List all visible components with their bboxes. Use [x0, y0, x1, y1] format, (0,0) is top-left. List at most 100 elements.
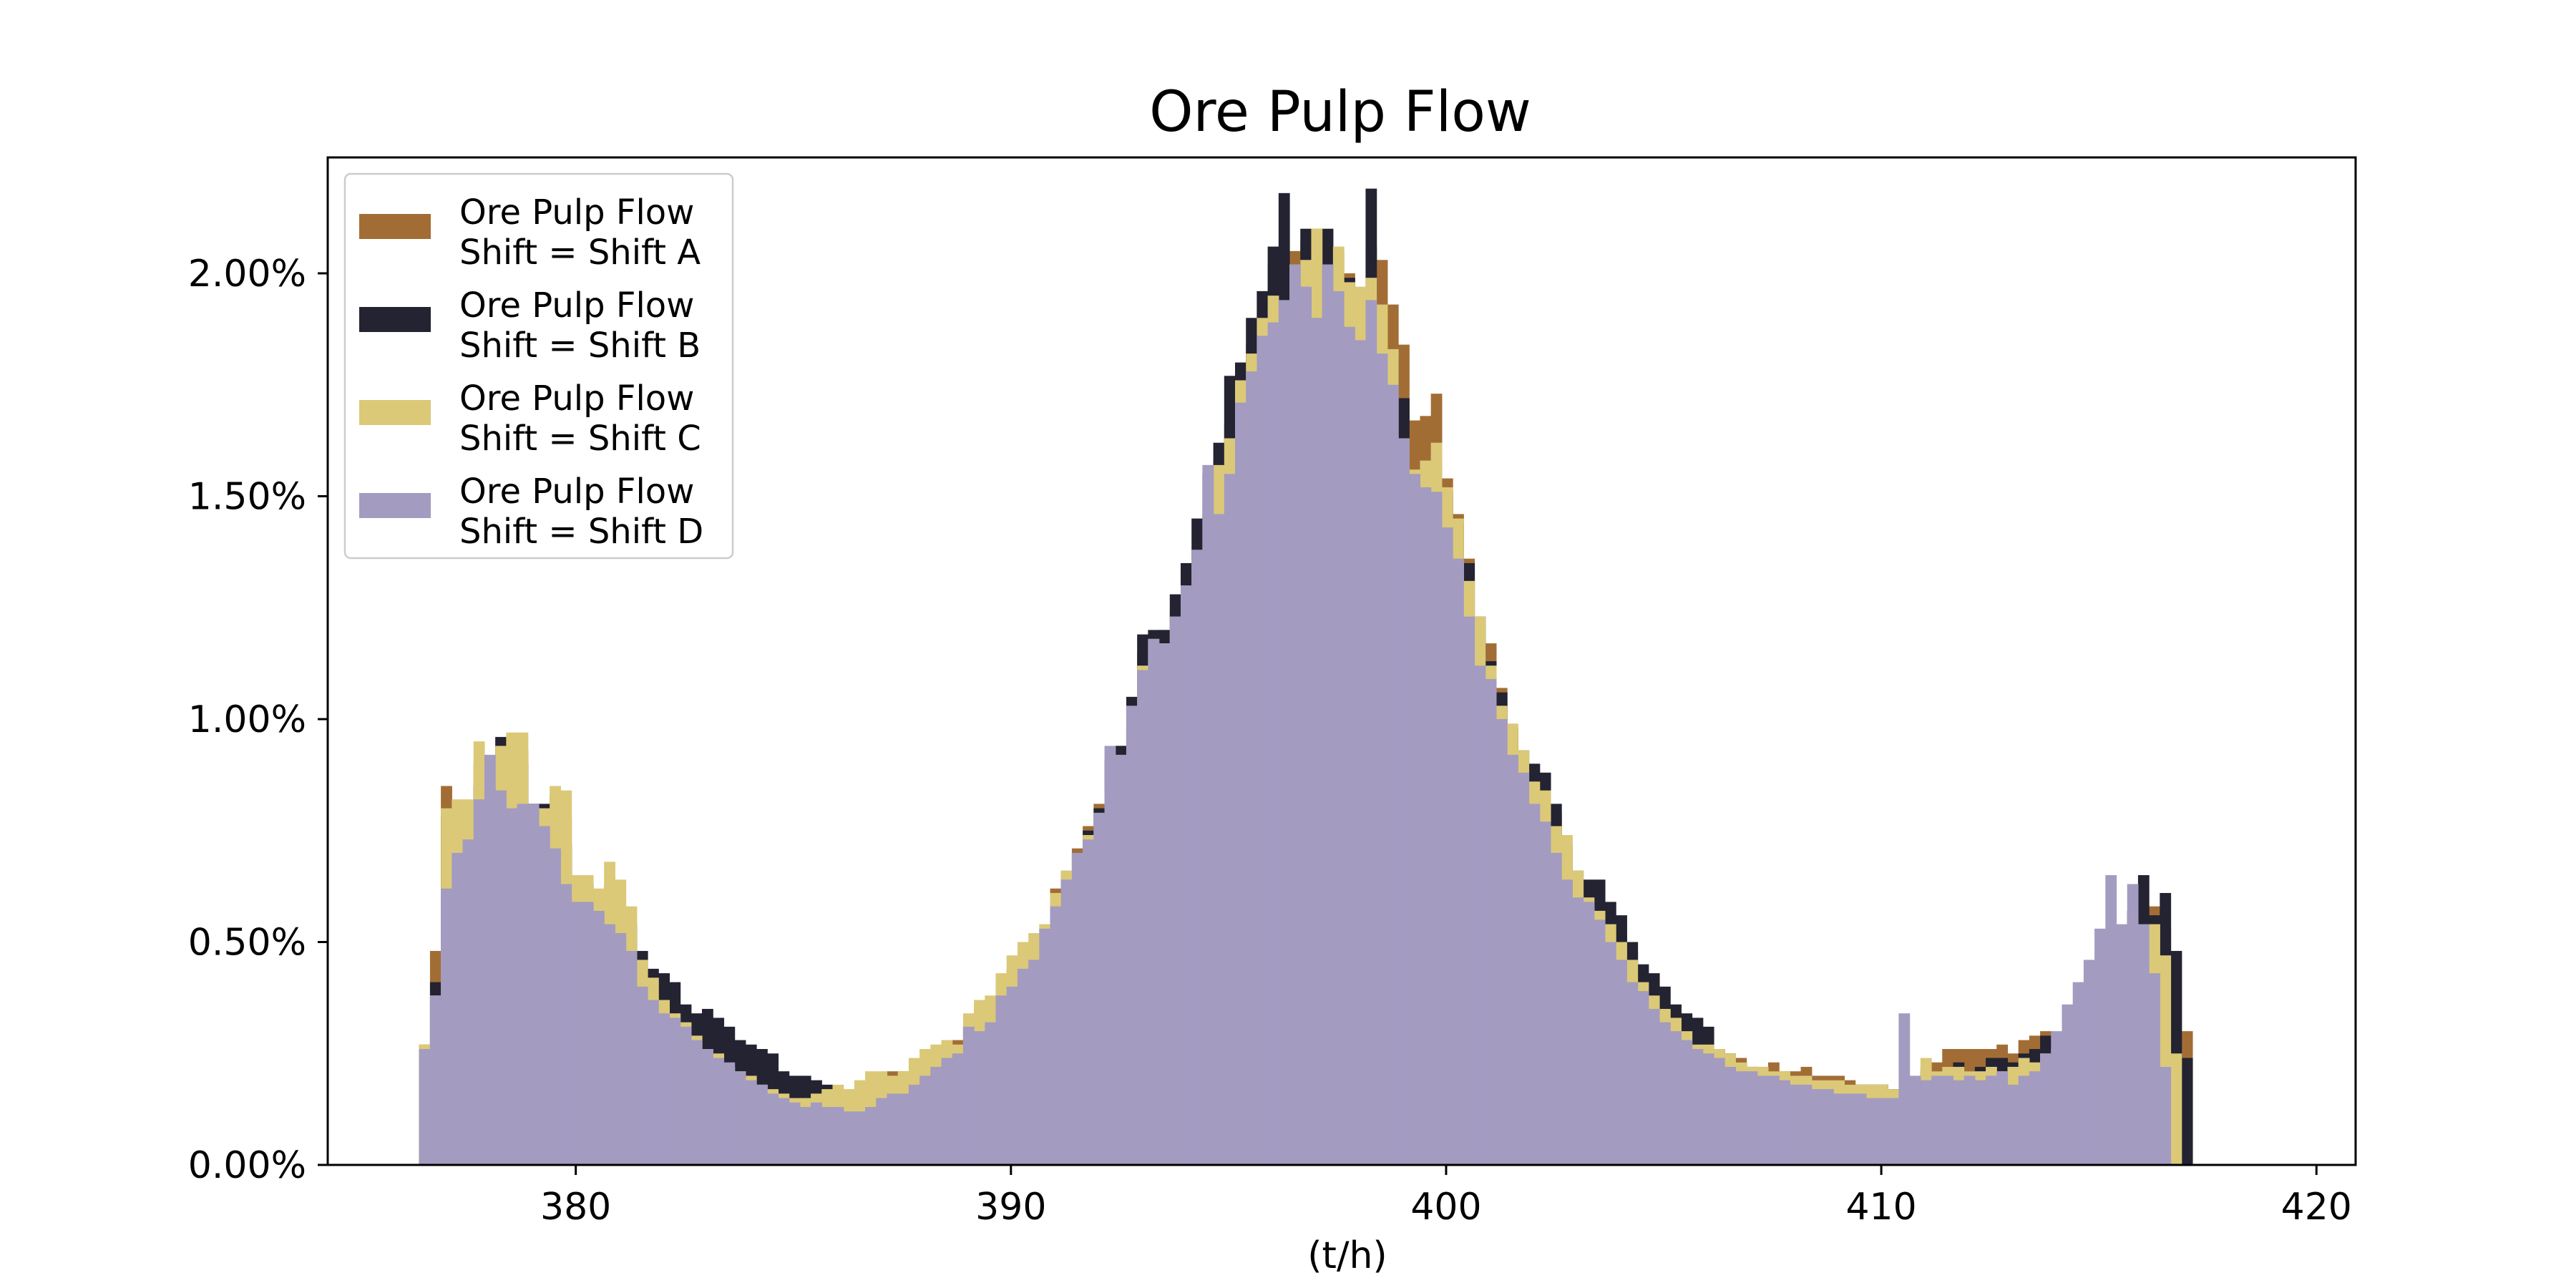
y-tick-label: 2.00%: [188, 253, 306, 296]
bar: [1463, 616, 1475, 1165]
bar: [1322, 264, 1334, 1165]
x-tick-label: 380: [540, 1186, 611, 1229]
bar: [1420, 487, 1432, 1165]
bar: [1180, 585, 1192, 1165]
bar: [1779, 1080, 1790, 1165]
bar: [1767, 1075, 1780, 1165]
bar: [1398, 438, 1410, 1165]
legend-label: Ore Pulp Flow: [459, 472, 694, 512]
bar: [734, 1071, 746, 1165]
bar: [1093, 812, 1106, 1165]
bar: [985, 1022, 997, 1165]
legend-label: Shift = Shift B: [459, 326, 701, 366]
bar: [1670, 1031, 1682, 1165]
bar: [2170, 1053, 2182, 1165]
bar: [1637, 991, 1649, 1165]
bar: [2105, 875, 2117, 1165]
bar: [1246, 371, 1258, 1165]
bar: [484, 754, 496, 1165]
bar: [2149, 973, 2160, 1165]
bar: [1289, 264, 1301, 1165]
legend-swatch: [359, 400, 431, 425]
bar: [2018, 1075, 2030, 1165]
axes: 380 390 400 410 420 0.00% 0.50% 1.00% 1.50% 2.00%: [188, 253, 2352, 1229]
bar: [1496, 718, 1508, 1165]
bar: [495, 790, 507, 1165]
bar: [778, 1098, 790, 1165]
bar: [995, 995, 1008, 1165]
bar: [1507, 754, 1518, 1165]
legend-label: Shift = Shift C: [459, 419, 701, 459]
bar: [1224, 474, 1236, 1165]
plot-frame: [326, 156, 2357, 1166]
bar: [1300, 286, 1312, 1165]
y-tick-label: 1.00%: [188, 698, 306, 741]
bar: [1332, 291, 1345, 1165]
bar: [1365, 300, 1377, 1165]
bar: [1017, 968, 1029, 1165]
bar: [462, 839, 474, 1165]
x-axis-label: (t/h): [1307, 1234, 1387, 1277]
bar: [1148, 638, 1160, 1165]
bar: [680, 1026, 692, 1165]
histogram-bars: [419, 188, 2193, 1166]
bar: [1855, 1093, 1867, 1165]
bar: [517, 804, 529, 1165]
bar: [887, 1093, 899, 1165]
y-tick-label: 0.50%: [188, 921, 306, 964]
bar: [1692, 1049, 1704, 1165]
bar: [865, 1107, 877, 1165]
bar: [1028, 960, 1040, 1165]
bar: [1735, 1071, 1747, 1165]
bar: [1376, 353, 1388, 1165]
legend-box: [343, 172, 734, 560]
bar: [1616, 960, 1627, 1165]
bar: [2040, 1053, 2051, 1165]
bar: [745, 1080, 757, 1165]
bar: [2127, 884, 2139, 1165]
bar: [1986, 1075, 1997, 1165]
bar: [876, 1098, 888, 1165]
bar: [1865, 1098, 1878, 1165]
x-tick-label: 410: [1845, 1186, 1916, 1229]
bar: [1757, 1075, 1769, 1165]
bar: [1039, 928, 1051, 1165]
bar: [941, 1058, 953, 1165]
bar: [2051, 1031, 2063, 1165]
bar: [1441, 527, 1453, 1165]
bar: [1344, 326, 1355, 1165]
bar: [550, 848, 561, 1165]
bar: [636, 986, 648, 1165]
bar: [1202, 464, 1214, 1165]
legend-label: Shift = Shift D: [459, 512, 703, 552]
chart-title: Ore Pulp Flow: [1149, 80, 1531, 145]
bar: [756, 1084, 768, 1165]
bar: [962, 1026, 975, 1165]
bar: [1550, 852, 1562, 1165]
bar: [1169, 616, 1181, 1165]
bar: [843, 1111, 855, 1165]
legend-label: Shift = Shift A: [459, 233, 701, 273]
bar: [2083, 960, 2095, 1165]
bar: [604, 924, 615, 1165]
bar: [419, 1049, 431, 1165]
bar: [1898, 1013, 1911, 1165]
bar: [1257, 336, 1269, 1166]
bar: [811, 1102, 822, 1165]
legend-swatch: [359, 214, 431, 239]
bar: [1485, 678, 1497, 1165]
bar: [897, 1093, 909, 1165]
bar: [1811, 1089, 1823, 1165]
bar: [2160, 1066, 2172, 1165]
bar: [538, 826, 550, 1165]
bar: [1942, 1075, 1954, 1165]
bar: [2029, 1071, 2041, 1165]
bar: [1539, 821, 1551, 1165]
bar: [854, 1111, 866, 1165]
bar: [1409, 474, 1421, 1165]
bar: [1996, 1071, 2009, 1165]
bar: [1083, 839, 1094, 1165]
y-tick-label: 0.00%: [188, 1144, 306, 1187]
